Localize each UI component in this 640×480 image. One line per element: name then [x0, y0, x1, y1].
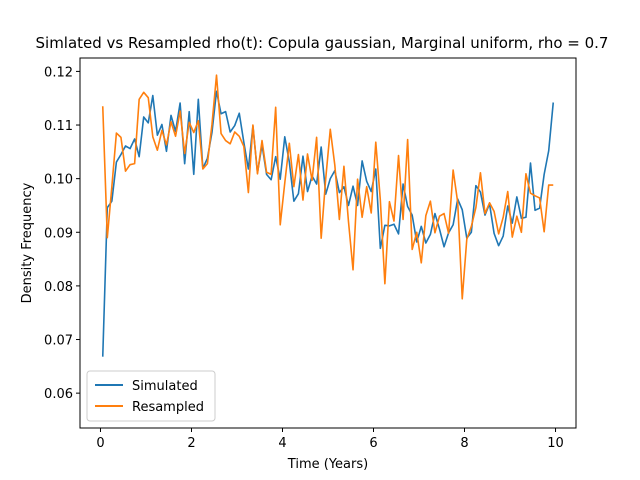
x-tick-label: 0: [96, 436, 104, 451]
y-tick-label: 0.12: [44, 65, 73, 80]
y-tick-label: 0.07: [44, 334, 73, 349]
legend: Simulated Resampled: [86, 370, 216, 422]
y-tick-label: 0.09: [44, 226, 73, 241]
y-tick-label: 0.06: [44, 387, 73, 402]
legend-label-simulated: Simulated: [132, 379, 198, 394]
y-tick-label: 0.11: [44, 119, 73, 134]
x-axis-label: Time (Years): [287, 457, 368, 472]
x-tick-label: 6: [369, 436, 377, 451]
legend-box: [86, 370, 216, 422]
chart-title: Simlated vs Resampled rho(t): Copula gau…: [36, 34, 609, 52]
x-tick-label: 8: [460, 436, 468, 451]
x-tick-label: 2: [187, 436, 195, 451]
legend-label-resampled: Resampled: [132, 400, 204, 415]
y-tick-label: 0.08: [44, 280, 73, 295]
y-tick-label: 0.10: [44, 173, 73, 188]
series-line-resampled: [101, 74, 554, 300]
x-tick-label: 10: [547, 436, 564, 451]
x-tick-label: 4: [278, 436, 286, 451]
series-lines: [101, 74, 555, 357]
y-axis-label: Density Frequency: [20, 182, 35, 303]
y-axis-ticks: 0.06 0.07 0.08 0.09 0.10 0.11 0.12: [44, 65, 80, 402]
x-axis-ticks: 0 2 4 6 8 10: [96, 428, 564, 451]
plot-area: [79, 57, 577, 429]
